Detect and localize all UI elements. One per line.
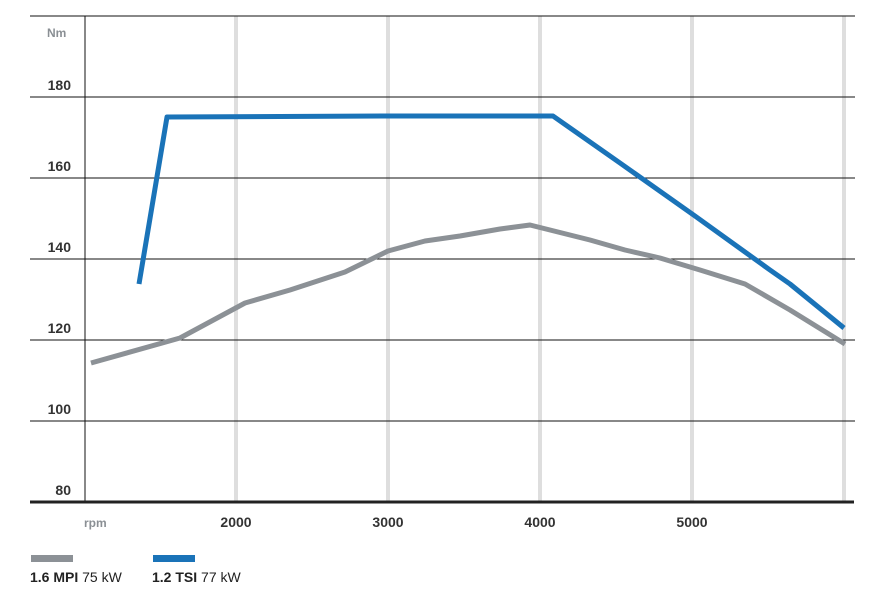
y-tick-140: 140 [48,239,72,255]
y-tick-labels: 80 100 120 140 160 180 [48,77,72,498]
x-tick-4000: 4000 [524,514,555,530]
y-tick-180: 180 [48,77,72,93]
series-line-tsi [136,113,846,330]
legend-item-mpi: 1.6 MPI 75 kW [30,555,122,595]
legend-series-power-mpi: 75 kW [82,569,122,585]
legend-series-name-mpi: 1.6 MPI [30,569,79,585]
series-line-mpi [90,222,847,366]
legend-item-tsi: 1.2 TSI 77 kW [152,555,241,595]
x-tick-2000: 2000 [220,514,251,530]
horizontal-gridlines [30,15,855,422]
y-unit-label: Nm [47,26,66,40]
series-lines [90,113,847,366]
y-tick-100: 100 [48,401,72,417]
legend-swatch-mpi [31,555,73,562]
x-tick-labels: 2000 3000 4000 5000 [220,514,707,530]
y-tick-120: 120 [48,320,72,336]
x-unit-label: rpm [84,516,107,530]
legend-series-name-tsi: 1.2 TSI [152,569,198,585]
x-tick-5000: 5000 [676,514,707,530]
y-tick-160: 160 [48,158,72,174]
legend-series-power-tsi: 77 kW [201,569,241,585]
y-tick-80: 80 [55,482,71,498]
x-tick-3000: 3000 [372,514,403,530]
legend-swatch-tsi [153,555,195,562]
